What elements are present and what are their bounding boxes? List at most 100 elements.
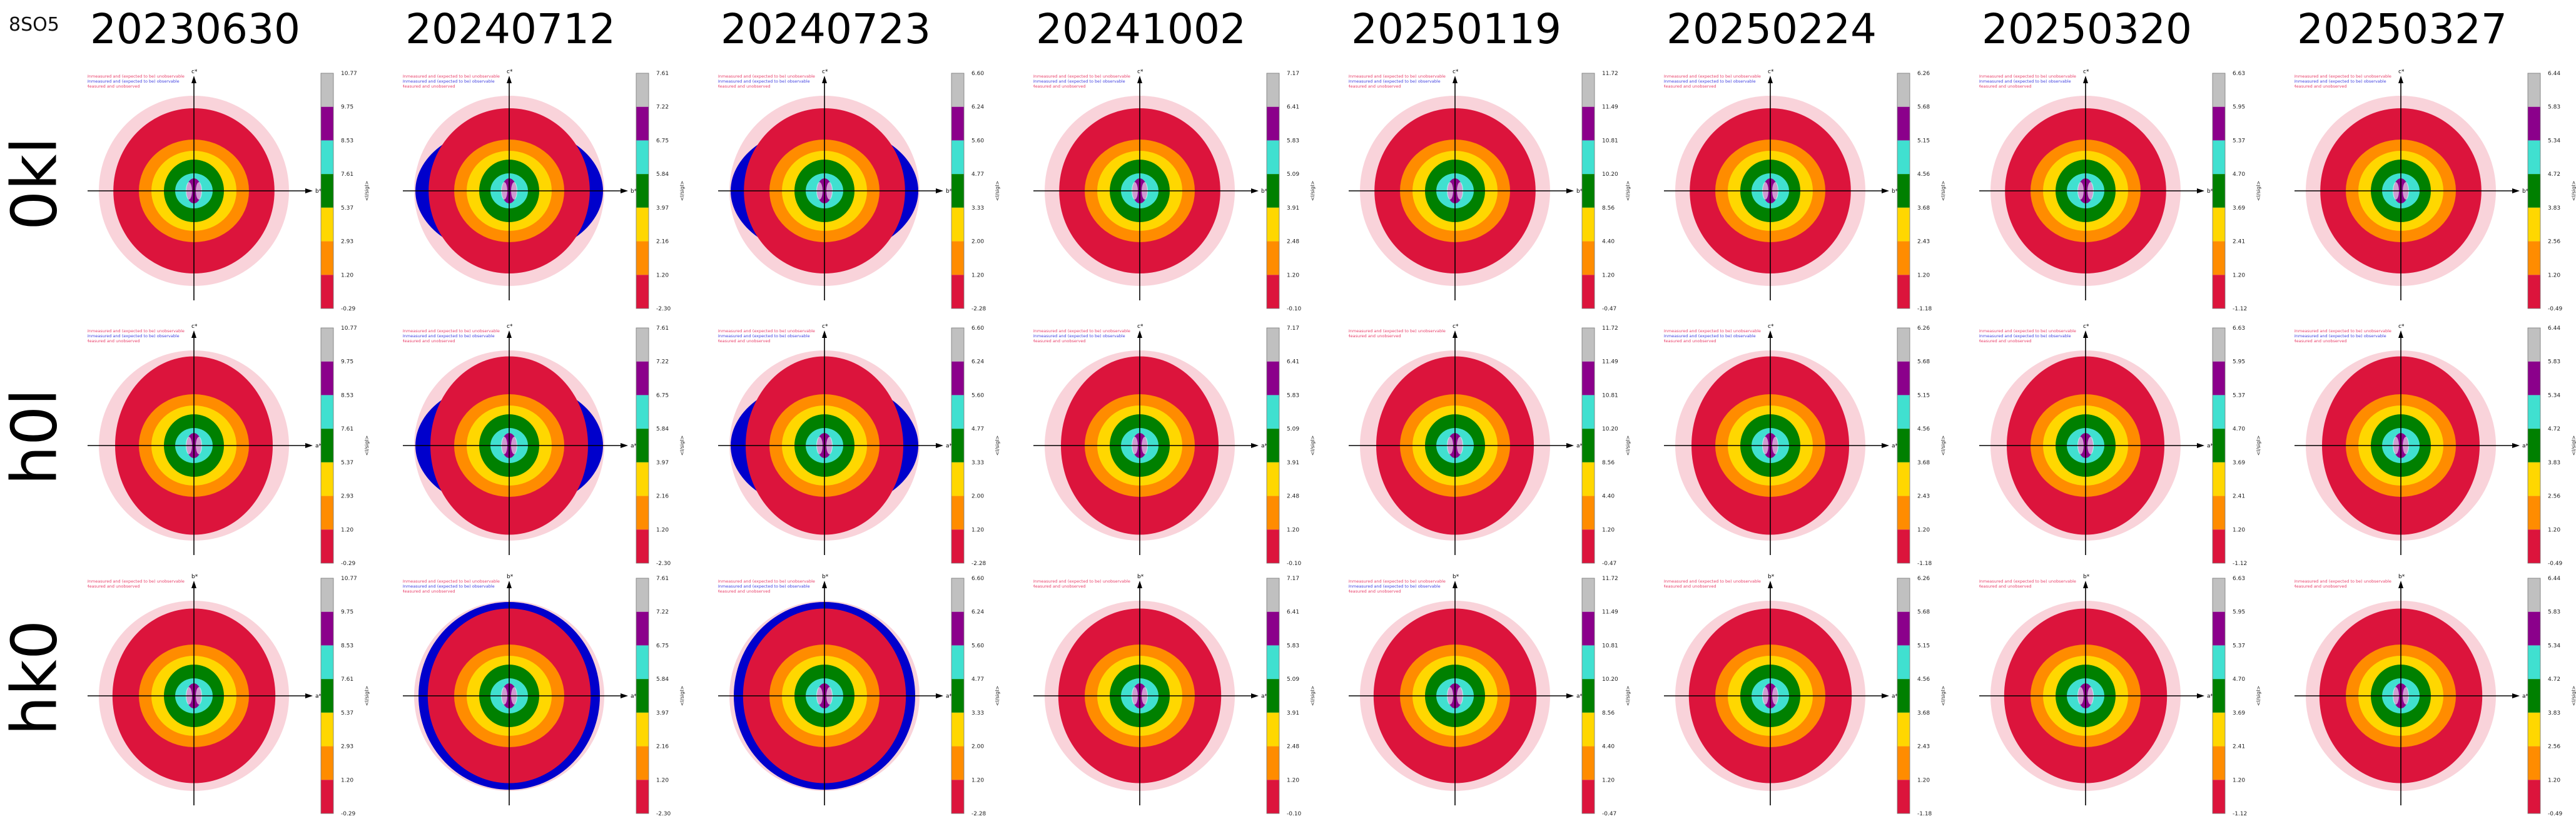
arrow-up-icon [1137,330,1142,338]
colorbar-segment [1582,207,1595,242]
arrow-up-icon [2083,581,2088,588]
colorbar-tick-label: 7.17 [1287,576,1299,582]
colorbar-segment [321,106,333,141]
colorbar-segment [1897,780,1910,813]
column-title: 20240723 [721,5,931,53]
reciprocal-space-map: Unmeasured and (expected to be) unobserv… [1979,324,2261,567]
colorbar-tick-label: 1.20 [341,272,353,278]
colorbar-segment [636,529,649,563]
colorbar-segment [951,429,964,462]
figure-id-label: 8SO5 [9,14,59,36]
colorbar-segment [2213,429,2225,462]
arrow-right-icon [305,693,313,698]
colorbar-tick-label: 5.83 [1287,138,1299,144]
colorbar-tick-label: 4.70 [2233,426,2245,432]
arrow-right-icon [936,693,943,698]
reciprocal-space-map: Unmeasured and (expected to be) unobserv… [2295,324,2576,567]
colorbar-segment [2528,578,2540,612]
colorbar-tick-label: 6.26 [1917,576,1930,582]
arrow-right-icon [2512,693,2520,698]
colorbar-tick-label: -0.49 [2548,306,2563,312]
colorbar-tick-label: 7.61 [341,426,353,432]
colorbar-tick-label: 4.70 [2233,676,2245,683]
legend-label: Measured and unobserved [1349,334,1401,339]
colorbar-tick-label: -0.49 [2548,811,2563,817]
arrow-right-icon [1566,188,1574,193]
legend-label: Unmeasured and (expected to be) observab… [1979,79,2071,84]
colorbar-tick-label: 6.63 [2233,325,2245,332]
colorbar-label: <I/sigI> [2571,181,2576,201]
colorbar-tick-label: -2.30 [656,811,671,817]
colorbar-segment [636,241,649,275]
colorbar-segment [1267,679,1279,713]
colorbar-segment [951,174,964,208]
column-title: 20230630 [90,5,300,53]
legend-label: Unmeasured and (expected to be) unobserv… [88,329,185,334]
legend-label: Measured and unobserved [718,589,770,594]
colorbar-tick-label: 4.77 [971,171,984,178]
colorbar-segment [1582,496,1595,530]
axis-label-right: a* [1892,443,1899,449]
colorbar-tick-label: 5.95 [2233,359,2245,365]
colorbar-segment [636,645,649,680]
legend-label: Unmeasured and (expected to be) observab… [718,79,810,84]
colorbar-segment [1582,679,1595,713]
colorbar-segment [1897,496,1910,530]
colorbar-segment [2528,429,2540,462]
arrow-right-icon [2512,443,2520,448]
colorbar-tick-label: 5.68 [1917,609,1930,616]
colorbar-tick-label: 5.83 [2548,105,2560,111]
colorbar-tick-label: 1.20 [971,527,984,533]
colorbar-segment [1267,106,1279,141]
panel-0kl-20250224: Unmeasured and (expected to be) unobserv… [1664,66,1979,316]
axis-label-up: b* [2398,574,2405,580]
colorbar-tick-label: 11.72 [1602,71,1618,77]
colorbar-segment [951,73,964,107]
colorbar-segment [951,106,964,141]
colorbar-tick-label: 4.56 [1917,171,1930,178]
colorbar-tick-label: 5.15 [1917,392,1930,399]
legend-label: Measured and unobserved [1033,84,1085,89]
colorbar-label: <I/sigI> [364,436,370,456]
colorbar-tick-label: -0.47 [1602,811,1616,817]
arrow-up-icon [2398,581,2403,588]
colorbar-segment [1582,140,1595,175]
colorbar-segment [321,645,333,680]
reciprocal-space-map: Unmeasured and (expected to be) unobserv… [1664,69,1946,312]
axis-label-up: c* [822,324,828,330]
colorbar-label: <I/sigI> [995,686,1000,706]
colorbar-segment [1267,746,1279,780]
colorbar-tick-label: -1.12 [2233,811,2247,817]
axes [403,586,622,805]
colorbar-tick-label: 6.63 [2233,71,2245,77]
colorbar-tick-label: 6.60 [971,71,984,77]
panel-h0l-20250320: Unmeasured and (expected to be) unobserv… [1979,320,2295,571]
colorbar-tick-label: -0.49 [2548,561,2563,567]
colorbar-tick-label: -0.29 [341,811,356,817]
colorbar-tick-label: 11.49 [1602,609,1618,616]
legend-label: Unmeasured and (expected to be) unobserv… [1979,74,2076,79]
axes [1349,586,1568,805]
axis-label-up: b* [1768,574,1775,580]
legend-label: Unmeasured and (expected to be) unobserv… [88,74,185,79]
colorbar-label: <I/sigI> [1310,686,1316,706]
legend-label: Measured and unobserved [1979,339,2031,344]
colorbar-segment [2528,529,2540,563]
colorbar-tick-label: 1.20 [2233,272,2245,278]
axis-label-up: c* [1768,324,1774,330]
colorbar-segment [321,746,333,780]
colorbar-segment [321,275,333,309]
colorbar-tick-label: -0.29 [341,306,356,312]
colorbar-tick-label: 5.09 [1287,676,1299,683]
reciprocal-space-map: Unmeasured and (expected to be) unobserv… [1664,574,1946,817]
colorbar-tick-label: 4.72 [2548,171,2560,178]
colorbar-tick-label: 2.41 [2233,239,2245,245]
colorbar-segment [1897,679,1910,713]
colorbar-segment [1267,429,1279,462]
colorbar-tick-label: 2.48 [1287,494,1299,500]
colorbar-segment [2528,207,2540,242]
arrow-up-icon [507,76,512,83]
axis-label-right: a* [631,443,637,449]
axes [1349,81,1568,300]
legend-label: Unmeasured and (expected to be) unobserv… [1664,74,1761,79]
